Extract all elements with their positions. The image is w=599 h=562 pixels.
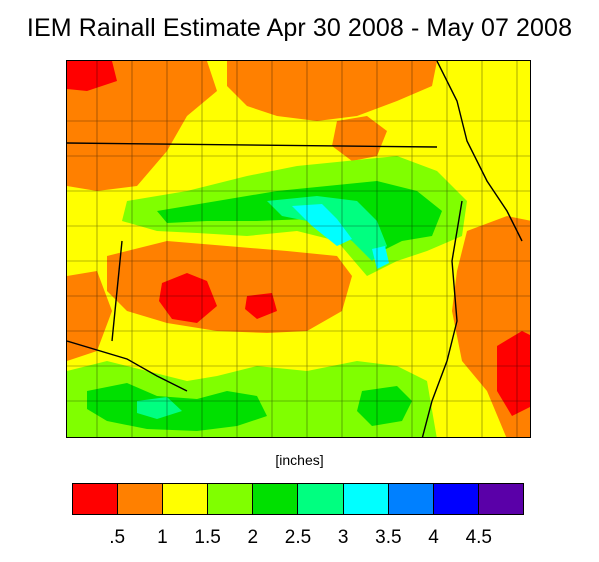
legend-swatch [118,484,164,514]
county-boundaries [67,61,530,437]
legend-tick-label: 4.5 [465,527,493,548]
legend-tick-label: 3 [337,527,349,548]
legend-tick-label: .5 [109,527,126,548]
legend-tick-label: 1.5 [194,527,221,548]
legend-swatch [208,484,254,514]
legend-tick-labels: .5 1 1.5 2 2.5 3 3.5 4 4.5 [0,527,599,551]
legend-tick-label: 2.5 [284,527,312,548]
zone-0.5-1-northeast [332,116,387,161]
legend-tick-label: 1 [157,527,168,548]
legend-swatch [478,484,523,514]
legend-swatch [388,484,434,514]
zone-under-0.5-west [159,273,217,323]
zone-0.5-1-north [227,61,437,121]
legend-swatch [433,484,479,514]
zone-under-0.5-east [497,331,530,416]
zone-2-2.5-southeast [357,386,412,426]
zone-2.5-3-center [267,196,387,261]
zone-under-0.5-northwest [67,61,117,91]
legend-tick-label: 3.5 [375,527,402,548]
color-legend [72,483,524,515]
legend-swatch [343,484,389,514]
rainfall-contour-map [67,61,530,437]
zone-0.5-1-west [67,271,112,361]
legend-tick-label: 2 [247,527,259,548]
units-label: [inches] [275,452,324,468]
zone-0.5-1-northwest [67,61,217,191]
rainfall-map [66,60,531,438]
legend-swatch [163,484,209,514]
zone-3-3.5-spot [372,246,389,269]
zone-2.5-3-south [137,397,182,419]
legend-swatch [253,484,299,514]
map-title: IEM Rainall Estimate Apr 30 2008 - May 0… [26,14,573,42]
state-boundaries [67,61,523,437]
zone-under-0.5-central [245,293,277,319]
legend-swatch [73,484,119,514]
legend-swatch [298,484,344,514]
legend-tick-label: 4 [428,527,439,548]
